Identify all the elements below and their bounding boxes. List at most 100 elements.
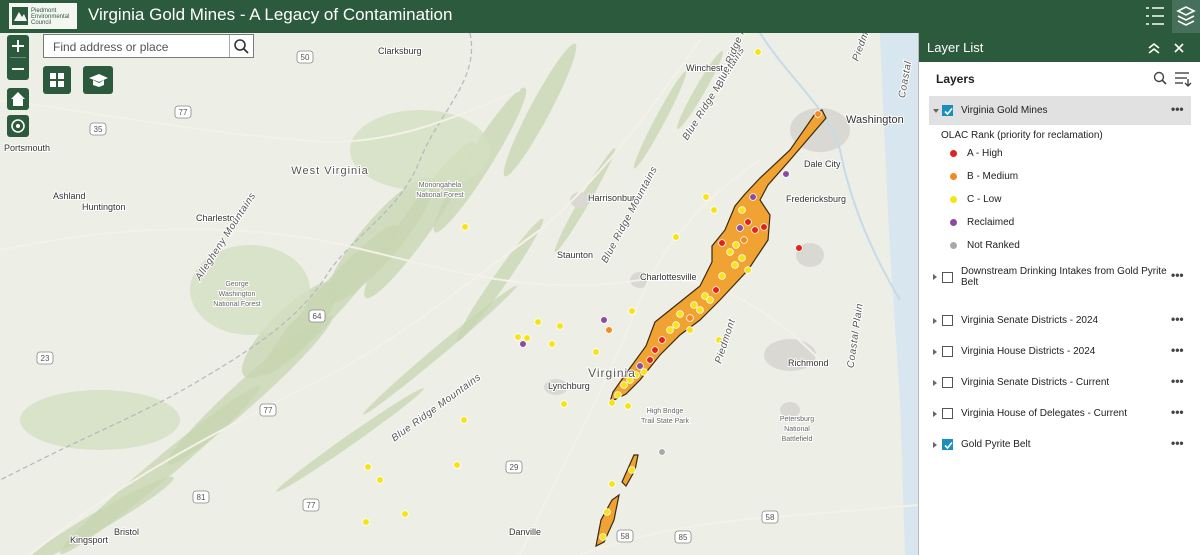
legend-label: B - Medium — [967, 171, 1019, 182]
locate-icon — [11, 119, 25, 133]
layer-row[interactable]: Virginia House of Delegates - Current ••• — [929, 399, 1191, 428]
mine-site — [548, 340, 556, 348]
layer-row[interactable]: Gold Pyrite Belt ••• — [929, 430, 1191, 459]
route-shield — [505, 460, 523, 474]
search-box[interactable]: Find address or place — [43, 34, 254, 58]
layer-row[interactable]: Virginia Senate Districts - Current ••• — [929, 368, 1191, 397]
basemap-gallery-button[interactable] — [43, 66, 71, 94]
mine-site — [814, 110, 822, 118]
list-button[interactable] — [1146, 7, 1164, 25]
expand-toggle[interactable] — [933, 441, 937, 448]
layer-checkbox[interactable] — [942, 346, 953, 357]
route-number: 77 — [264, 406, 273, 415]
layer-name: Virginia House of Delegates - Current — [961, 408, 1128, 419]
layer-menu[interactable]: ••• — [1171, 342, 1184, 357]
mine-site — [453, 461, 461, 469]
layers-button[interactable] — [1172, 0, 1200, 33]
layer-menu[interactable]: ••• — [1171, 404, 1184, 419]
area-label: Virginia — [588, 366, 636, 380]
mine-site — [460, 416, 468, 424]
search-button[interactable] — [229, 35, 253, 57]
layer-menu[interactable]: ••• — [1171, 435, 1184, 450]
place-label: Winchester — [686, 63, 731, 73]
check-mark — [944, 441, 953, 450]
mine-site — [706, 296, 714, 304]
expand-toggle[interactable] — [933, 108, 939, 113]
home-button[interactable] — [7, 88, 29, 110]
route-shield — [36, 351, 54, 365]
about-button[interactable] — [83, 66, 113, 94]
mine-site — [628, 307, 636, 315]
mine-site — [751, 226, 759, 234]
expand-toggle[interactable] — [933, 317, 937, 324]
state-border — [0, 33, 473, 481]
layer-checkbox[interactable] — [942, 271, 953, 283]
map[interactable]: 50 77 35 64 23 77 29 81 77 58 58 85 Clarksburg Winche… — [0, 33, 918, 555]
close-button[interactable] — [1174, 43, 1184, 53]
place-label: Dale City — [804, 159, 841, 169]
mine-site — [715, 336, 723, 344]
route-number: 85 — [679, 533, 688, 542]
layer-menu[interactable]: ••• — [1171, 101, 1184, 116]
road — [0, 228, 821, 361]
layer-name: Virginia Senate Districts - Current — [961, 377, 1110, 388]
mine-site — [628, 466, 636, 474]
mine-site — [608, 480, 616, 488]
mine-site — [672, 321, 680, 329]
place-label: Lynchburg — [548, 381, 590, 391]
layer-checkbox[interactable] — [942, 105, 953, 116]
mine-site — [736, 224, 744, 232]
layer-checkbox[interactable] — [942, 439, 953, 450]
expand-toggle[interactable] — [933, 274, 937, 280]
layer-checkbox[interactable] — [942, 408, 953, 419]
mine-site — [362, 518, 370, 526]
logo[interactable]: Piedmont Environmental Council — [9, 3, 77, 29]
options-button[interactable] — [1175, 72, 1192, 87]
legend-swatch — [950, 196, 957, 203]
layer-row[interactable]: Virginia Senate Districts - 2024 ••• — [929, 306, 1191, 335]
area-label: Battlefield — [782, 436, 813, 443]
layer-menu[interactable]: ••• — [1171, 268, 1184, 282]
layers-icon — [1176, 6, 1196, 26]
layer-checkbox[interactable] — [942, 377, 953, 388]
mine-site — [519, 340, 527, 348]
mine-site — [710, 206, 718, 214]
expand-toggle[interactable] — [933, 348, 937, 355]
expand-toggle[interactable] — [933, 379, 937, 386]
mine-site — [608, 399, 616, 407]
area-label: National Forest — [213, 301, 261, 308]
mine-site — [636, 362, 644, 370]
mine-site — [624, 402, 632, 410]
filter-search[interactable] — [1153, 71, 1167, 85]
layer-menu[interactable]: ••• — [1171, 311, 1184, 326]
terrain — [503, 43, 577, 177]
route-number: 23 — [41, 354, 50, 363]
route-shield — [174, 105, 192, 119]
panel-title: Layer List — [927, 40, 984, 55]
terrain — [326, 177, 434, 303]
locate-button[interactable] — [7, 115, 29, 137]
legend-swatch — [950, 173, 957, 180]
layer-checkbox[interactable] — [942, 315, 953, 326]
layer-row[interactable]: Downstream Drinking Intakes from Gold Py… — [929, 263, 1191, 291]
layer-menu[interactable]: ••• — [1171, 373, 1184, 388]
place-label: Kingsport — [70, 535, 109, 545]
urban-area — [780, 402, 800, 418]
mine-site — [666, 326, 674, 334]
place-label: Staunton — [557, 250, 593, 260]
mine-site — [676, 310, 684, 318]
zoom-control — [7, 35, 29, 80]
legend-label: C - Low — [967, 194, 1002, 205]
road — [579, 504, 918, 555]
header: Piedmont Environmental Council Virginia … — [0, 0, 1200, 33]
layer-row[interactable]: Virginia Gold Mines ••• — [929, 96, 1191, 125]
expand-toggle[interactable] — [933, 410, 937, 417]
collapse-button[interactable] — [1148, 42, 1160, 54]
mine-site — [701, 292, 709, 300]
mine-site — [754, 48, 762, 56]
layer-row[interactable]: Virginia House Districts - 2024 ••• — [929, 337, 1191, 366]
place-label: Charleston — [196, 213, 240, 223]
route-shield — [192, 490, 210, 504]
area-label: Monongahela — [419, 182, 462, 189]
urban-area — [764, 339, 816, 371]
